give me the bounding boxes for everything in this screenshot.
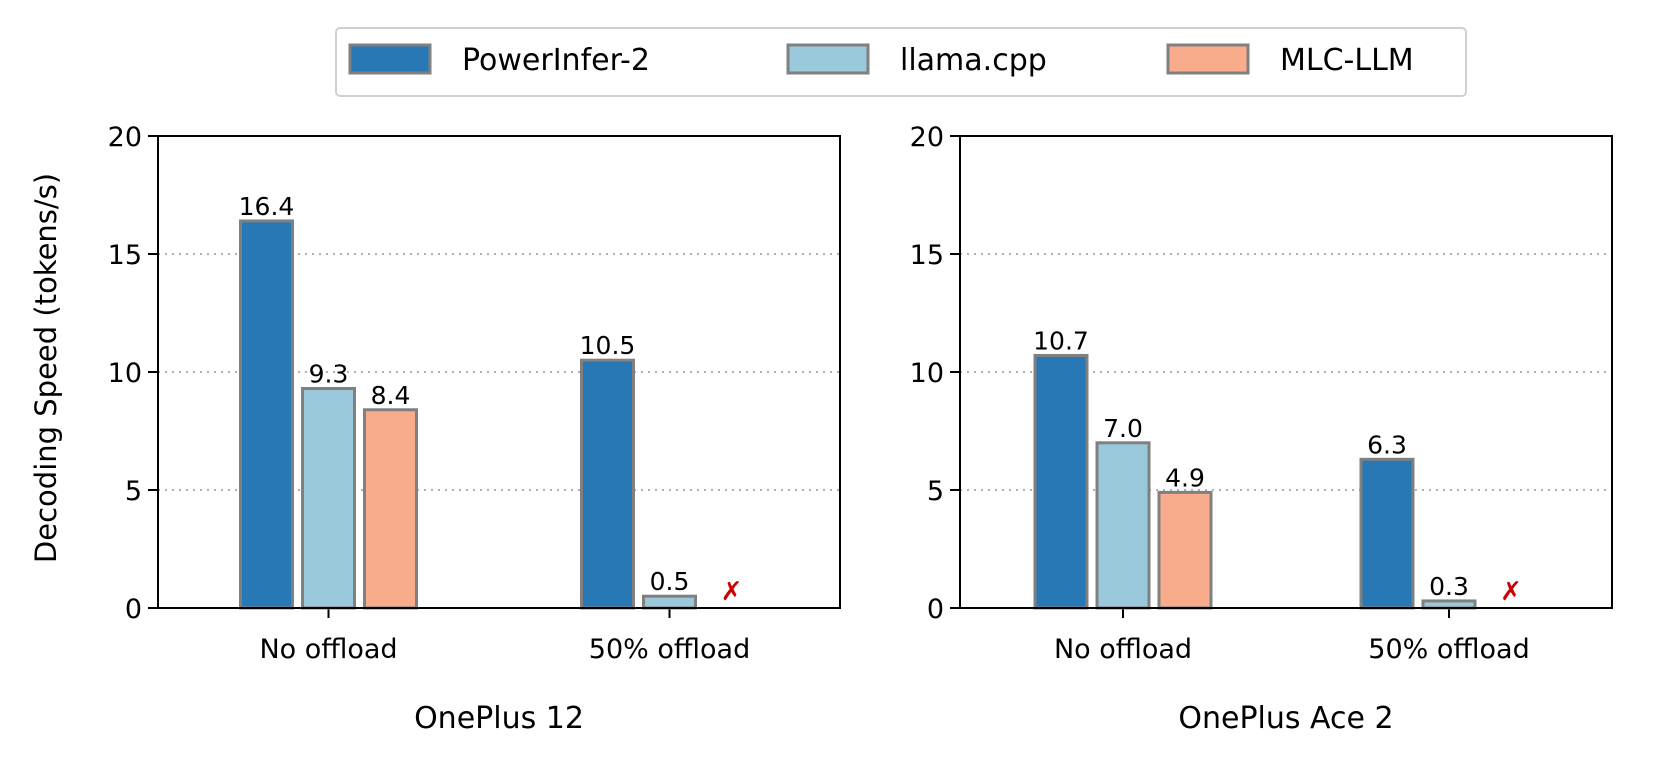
bar — [241, 221, 293, 608]
data-label: 6.3 — [1367, 430, 1407, 459]
panel-title: OnePlus Ace 2 — [1178, 701, 1393, 736]
x-tick-label: 50% offload — [1368, 634, 1529, 665]
x-tick-label: No offload — [259, 634, 397, 665]
bar — [303, 389, 355, 608]
bar — [1361, 459, 1413, 608]
bar — [365, 410, 417, 608]
legend-swatch — [788, 45, 868, 73]
data-label: 4.9 — [1165, 463, 1205, 492]
y-tick-label: 15 — [108, 240, 142, 271]
y-tick-label: 20 — [910, 122, 944, 153]
bar — [582, 360, 634, 608]
data-label: 0.5 — [650, 567, 690, 596]
y-tick-label: 0 — [927, 594, 944, 625]
legend-label: MLC-LLM — [1280, 43, 1414, 78]
data-label: 16.4 — [239, 192, 295, 221]
legend-swatch — [1168, 45, 1248, 73]
bar — [1159, 492, 1211, 608]
y-tick-label: 10 — [910, 358, 944, 389]
y-tick-label: 10 — [108, 358, 142, 389]
legend-label: PowerInfer-2 — [462, 43, 650, 78]
legend-swatch — [350, 45, 430, 73]
y-tick-label: 5 — [927, 476, 944, 507]
data-label: 8.4 — [371, 381, 411, 410]
data-label: 7.0 — [1103, 414, 1143, 443]
data-label: 0.3 — [1429, 572, 1469, 601]
panel-2: 0 5 10 15 20 No offload 10.7 7.0 4.9 50% offload 6… — [910, 122, 1612, 736]
panel-1: 0 5 10 15 20 No offload 16.4 9.3 8.4 50% offload 1… — [108, 122, 840, 736]
y-tick-label: 15 — [910, 240, 944, 271]
bar — [1035, 355, 1087, 608]
not-supported-marker: ✗ — [1500, 577, 1522, 607]
bar — [1423, 601, 1475, 608]
y-axis-label: Decoding Speed (tokens/s) — [29, 173, 63, 563]
legend: PowerInfer-2 llama.cpp MLC-LLM — [336, 28, 1466, 96]
y-tick-label: 0 — [125, 594, 142, 625]
y-tick-label: 20 — [108, 122, 142, 153]
panels: 0 5 10 15 20 No offload 16.4 9.3 8.4 50% offload 1… — [108, 122, 1612, 736]
bar — [644, 596, 696, 608]
y-tick-label: 5 — [125, 476, 142, 507]
data-label: 10.5 — [580, 331, 636, 360]
bar — [1097, 443, 1149, 608]
legend-label: llama.cpp — [900, 43, 1047, 78]
panel-title: OnePlus 12 — [414, 701, 584, 736]
x-tick-label: 50% offload — [589, 634, 750, 665]
data-label: 9.3 — [309, 360, 349, 389]
x-tick-label: No offload — [1054, 634, 1192, 665]
not-supported-marker: ✗ — [721, 577, 743, 607]
data-label: 10.7 — [1033, 326, 1089, 355]
